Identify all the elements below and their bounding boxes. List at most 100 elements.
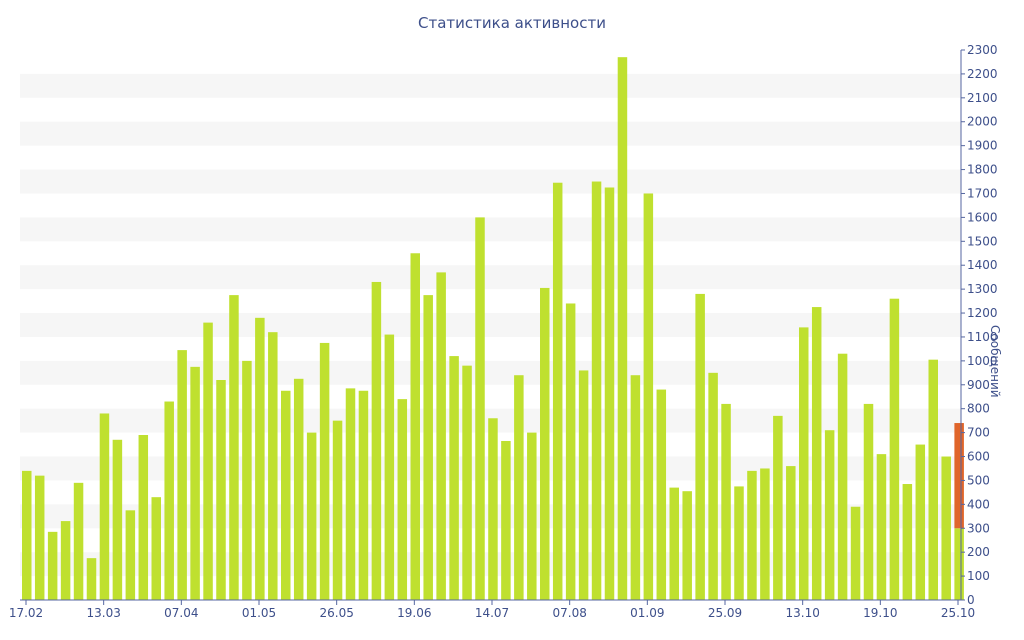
bar: [565, 303, 576, 600]
bar: [630, 375, 641, 600]
bar: [332, 420, 343, 600]
bar: [293, 378, 304, 600]
x-tick-label: 19.10: [863, 606, 897, 620]
bar: [203, 322, 213, 600]
bar: [242, 360, 252, 600]
bar: [488, 418, 498, 600]
bar: [216, 380, 226, 600]
bar: [902, 484, 913, 600]
x-tick-label: 17.02: [9, 606, 43, 620]
y-tick-label: 700: [967, 426, 990, 440]
x-tick-label: 07.04: [164, 606, 198, 620]
y-tick-label: 1100: [967, 330, 998, 344]
bar: [773, 415, 783, 600]
y-tick-label: 2300: [967, 43, 998, 57]
bar: [397, 399, 408, 600]
bar: [34, 475, 45, 600]
bar: [824, 430, 835, 600]
bar: [876, 454, 887, 600]
bar: [669, 487, 679, 600]
bar: [889, 298, 900, 600]
x-tick-label: 01.09: [630, 606, 664, 620]
bar: [229, 295, 239, 600]
y-tick-label: 1200: [967, 306, 998, 320]
bar: [306, 432, 317, 600]
x-tick-label: 26.05: [319, 606, 353, 620]
y-tick-label: 500: [967, 473, 990, 487]
bar: [449, 356, 459, 600]
y-tick-label: 600: [967, 450, 990, 464]
bar: [721, 403, 731, 600]
bar-current-highlight: [954, 423, 964, 529]
x-tick-label: 13.10: [785, 606, 819, 620]
bar: [255, 317, 265, 600]
y-tick-label: 2200: [967, 67, 998, 81]
bar: [617, 57, 628, 601]
bar: [138, 435, 149, 600]
bar: [358, 390, 369, 600]
grid-band: [20, 121, 961, 146]
x-tick-label: 19.06: [397, 606, 431, 620]
bar: [371, 281, 382, 600]
x-tick-label: 25.10: [941, 606, 975, 620]
y-tick-label: 1900: [967, 139, 998, 153]
y-axis-label: Сообщений: [988, 325, 1002, 398]
bar: [47, 531, 58, 600]
bar: [643, 193, 654, 600]
y-tick-label: 1300: [967, 282, 998, 296]
bar: [578, 370, 589, 600]
y-tick-label: 1600: [967, 210, 998, 224]
bar: [151, 497, 161, 600]
bar: [319, 342, 330, 600]
bar: [747, 470, 757, 600]
bar: [656, 389, 667, 600]
grid-band: [20, 169, 961, 194]
bar: [837, 353, 848, 600]
bar-current-base: [954, 528, 964, 600]
bar: [527, 432, 537, 600]
y-tick-label: 1700: [967, 186, 998, 200]
bar: [514, 375, 524, 600]
bar: [73, 482, 84, 600]
bar: [164, 401, 174, 600]
x-tick-label: 25.09: [708, 606, 742, 620]
grid-band: [20, 217, 961, 242]
x-tick-label: 13.03: [86, 606, 120, 620]
bar: [682, 491, 692, 600]
bar: [552, 182, 563, 600]
bar: [384, 334, 395, 600]
bar: [540, 287, 550, 600]
bar: [941, 456, 951, 600]
x-tick-label: 14.07: [475, 606, 509, 620]
bar: [125, 510, 136, 600]
y-tick-label: 100: [967, 569, 990, 583]
y-tick-label: 300: [967, 521, 990, 535]
bar: [112, 439, 123, 600]
chart-title: Статистика активности: [418, 14, 606, 32]
bar: [177, 350, 187, 600]
bar: [863, 403, 874, 600]
bar: [501, 440, 511, 600]
bar: [281, 390, 291, 600]
x-tick-label: 07.08: [552, 606, 586, 620]
grid-band: [20, 265, 961, 290]
bar: [410, 253, 420, 600]
y-tick-label: 1000: [967, 354, 998, 368]
y-tick-label: 0: [967, 593, 975, 607]
bar: [604, 187, 615, 600]
bar: [786, 466, 796, 600]
bar: [22, 470, 32, 600]
y-tick-label: 800: [967, 402, 990, 416]
y-tick-label: 2000: [967, 115, 998, 129]
y-tick-label: 2100: [967, 91, 998, 105]
bar: [591, 181, 602, 601]
bar: [760, 468, 770, 600]
bar: [708, 372, 718, 600]
bar: [915, 444, 926, 600]
y-tick-label: 1800: [967, 163, 998, 177]
bar: [423, 295, 433, 600]
bar: [734, 486, 744, 600]
bar: [436, 272, 446, 600]
